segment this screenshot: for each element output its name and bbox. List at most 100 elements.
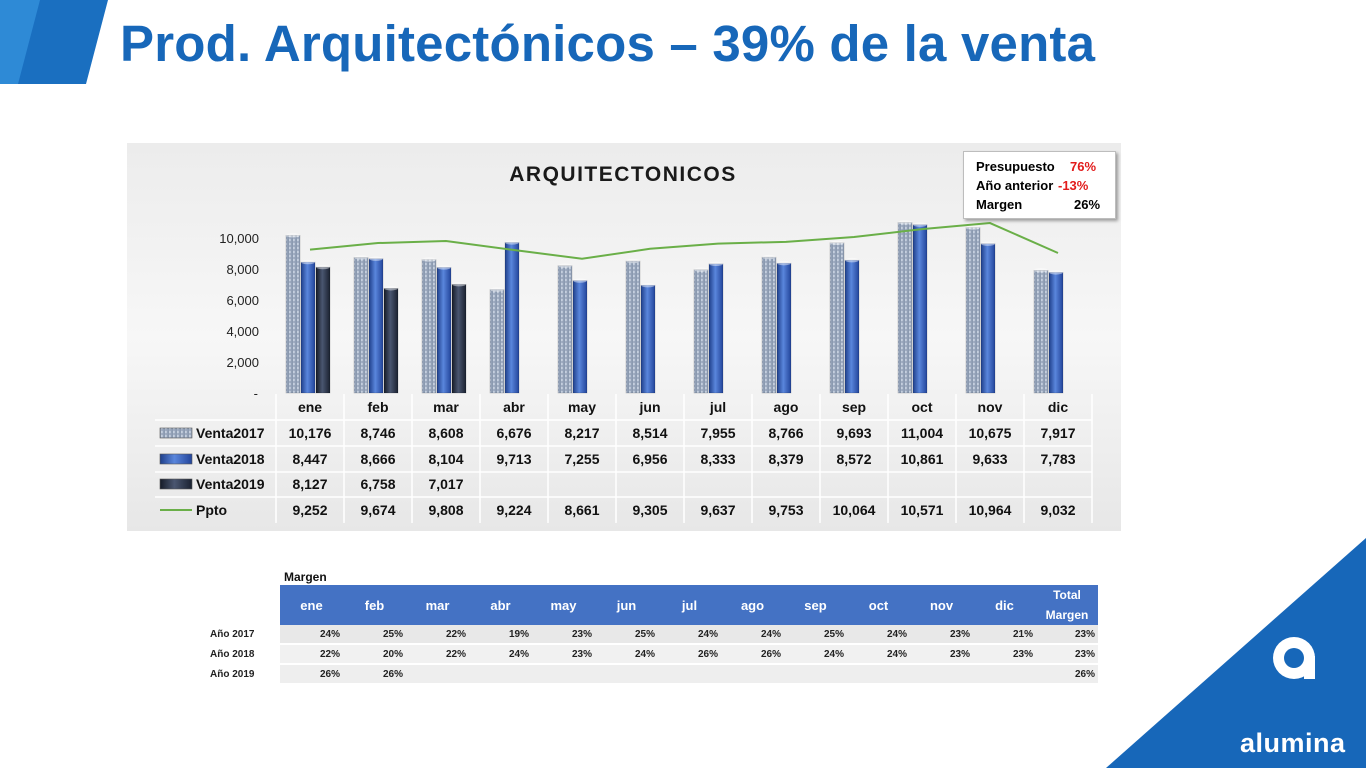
margin-total-cell: 26% <box>1036 664 1098 685</box>
bar-venta2017 <box>489 289 505 394</box>
data-label: 10,176 <box>289 425 332 441</box>
margin-header: ene <box>280 585 343 625</box>
corner-decoration <box>0 0 108 84</box>
margin-cell <box>847 664 910 685</box>
data-label: 11,004 <box>901 425 943 441</box>
margin-total-cell: 23% <box>1036 625 1098 645</box>
margin-cell: 23% <box>910 625 973 645</box>
margin-cell <box>910 664 973 685</box>
category-label: sep <box>842 399 866 415</box>
data-label: 10,571 <box>901 502 944 518</box>
margin-cell: 26% <box>658 644 721 665</box>
category-label: ene <box>298 399 322 415</box>
bar-cap <box>641 282 655 288</box>
data-label: 8,379 <box>768 451 803 467</box>
margin-cell: 26% <box>721 644 784 665</box>
data-label: 7,917 <box>1040 425 1075 441</box>
margin-cell: 20% <box>343 644 406 665</box>
kpi-value: -13% <box>1058 178 1089 193</box>
series-name: Ppto <box>196 502 227 518</box>
margin-cell: 25% <box>784 625 847 645</box>
data-label: 8,127 <box>292 476 327 492</box>
margin-header: feb <box>343 585 406 625</box>
margin-row-label: Año 2018 <box>200 644 280 665</box>
data-label: 9,808 <box>428 502 463 518</box>
bar-cap <box>830 240 844 245</box>
margin-row-label: Año 2019 <box>200 664 280 685</box>
margin-cell: 25% <box>343 625 406 645</box>
margin-row: Año 2019 26% 26% 26% <box>200 664 1098 685</box>
data-label: 9,674 <box>360 502 395 518</box>
data-label: 6,758 <box>360 476 395 492</box>
bar-venta2018 <box>504 242 520 394</box>
category-label: jun <box>639 399 661 415</box>
data-label: 9,633 <box>972 451 1007 467</box>
kpi-row-margin: Margen 26% <box>976 196 1115 215</box>
category-label: oct <box>912 399 933 415</box>
margin-cell <box>973 664 1036 685</box>
series-name: Venta2018 <box>196 451 265 467</box>
margin-header: dic <box>973 585 1036 625</box>
data-label: 9,753 <box>768 502 803 518</box>
data-label: 9,305 <box>632 502 667 518</box>
kpi-label: Margen <box>976 197 1023 212</box>
data-label: 9,032 <box>1040 502 1075 518</box>
bar-venta2017 <box>1033 269 1049 394</box>
data-label: 9,637 <box>700 502 735 518</box>
ppto-line <box>309 222 1059 260</box>
bar-venta2017 <box>897 222 913 394</box>
margin-cell: 21% <box>973 625 1036 645</box>
bar-venta2017 <box>353 257 369 394</box>
margin-header: nov <box>910 585 973 625</box>
margin-cell: 23% <box>973 644 1036 665</box>
margin-cell: 24% <box>847 644 910 665</box>
bar-venta2018 <box>912 224 928 394</box>
category-label: abr <box>503 399 525 415</box>
kpi-value: 76% <box>1070 159 1097 174</box>
margin-header: oct <box>847 585 910 625</box>
margin-cell: 22% <box>406 644 469 665</box>
bar-cap <box>913 222 927 227</box>
margin-cell <box>595 664 658 685</box>
bar-cap <box>1049 270 1063 275</box>
margin-cell: 23% <box>910 644 973 665</box>
bar-venta2017 <box>693 269 709 394</box>
data-label: 6,676 <box>496 425 531 441</box>
data-label: 6,956 <box>632 451 667 467</box>
data-label: 7,955 <box>700 425 735 441</box>
margin-title: Margen <box>284 570 327 584</box>
data-label: 10,964 <box>969 502 1012 518</box>
legend-key-venta2019 <box>159 478 193 490</box>
page-title: Prod. Arquitectónicos – 39% de la venta <box>120 15 1096 72</box>
category-label: feb <box>368 399 389 415</box>
bar-cap <box>558 263 572 268</box>
margin-header: jul <box>658 585 721 625</box>
bar-cap <box>981 241 995 246</box>
bar-cap <box>966 225 980 230</box>
bar-cap <box>369 256 383 261</box>
bar-venta2018 <box>368 258 384 394</box>
margin-cell: 24% <box>784 644 847 665</box>
chart-title: ARQUITECTONICOS <box>509 163 736 186</box>
sales-chart: ARQUITECTONICOS - 2,000 4,000 6,000 8,000 10,0… <box>127 143 1121 531</box>
category-label: nov <box>978 399 1003 415</box>
margin-cell: 24% <box>847 625 910 645</box>
y-tick-label: 6,000 <box>226 293 259 308</box>
margin-header-row: ene feb mar abr may jun jul ago sep oct … <box>200 585 1098 625</box>
kpi-row-previous-year: Año anterior -13% <box>976 177 1115 196</box>
bar-venta2017 <box>285 234 301 394</box>
margin-cell <box>721 664 784 685</box>
kpi-value: 26% <box>1074 197 1101 212</box>
category-label: may <box>568 399 596 415</box>
category-label: dic <box>1048 399 1068 415</box>
data-label: 8,104 <box>428 451 463 467</box>
margin-cell: 26% <box>280 664 343 685</box>
data-label: 9,713 <box>496 451 531 467</box>
margin-table: ene feb mar abr may jun jul ago sep oct … <box>200 585 1098 685</box>
bar-cap <box>573 278 587 283</box>
margin-cell <box>406 664 469 685</box>
bar-cap <box>286 233 300 238</box>
data-label: 10,861 <box>901 451 944 467</box>
margin-cell: 24% <box>280 625 343 645</box>
data-label: 8,217 <box>564 425 599 441</box>
